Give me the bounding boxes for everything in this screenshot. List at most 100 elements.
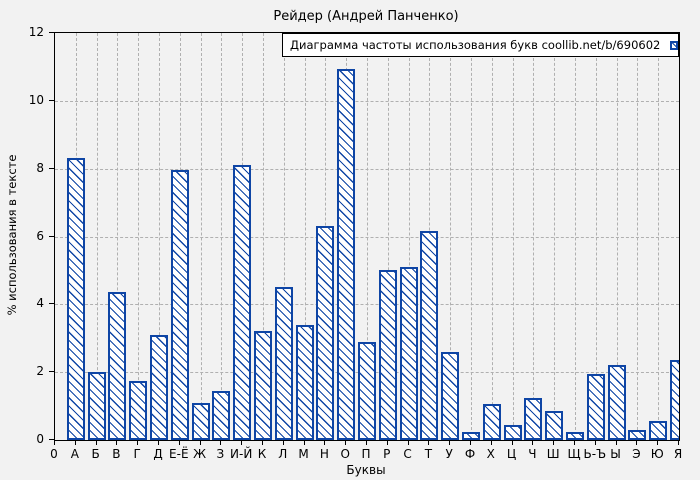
x-tick-mark-Г xyxy=(137,440,139,445)
x-tick-label-Ю: Ю xyxy=(650,447,664,461)
v-gridline-Д xyxy=(159,33,160,440)
x-tick-label-Я: Я xyxy=(673,447,683,461)
x-tick-label-Б: Б xyxy=(91,447,100,461)
v-gridline-Х xyxy=(491,33,493,440)
x-tick-mark-И-Й xyxy=(241,440,243,445)
x-tick-mark-П xyxy=(366,440,367,445)
x-tick-mark-Х xyxy=(490,440,492,445)
x-tick-label-Ц: Ц xyxy=(506,447,517,461)
x-tick-mark-Е-Ё xyxy=(178,440,180,445)
bar-Я xyxy=(670,360,679,440)
bar-Г xyxy=(129,381,148,440)
bar-Э xyxy=(628,430,647,440)
bar-Ы xyxy=(607,365,626,440)
x-tick-label-Т: Т xyxy=(424,447,433,461)
x-tick-label-Ч: Ч xyxy=(528,447,537,461)
y-tick-label-6: 6 xyxy=(36,228,44,243)
x-tick-mark-Ф xyxy=(470,440,471,445)
x-tick-mark-Ш xyxy=(553,440,555,445)
x-tick-mark-Р xyxy=(386,440,388,445)
x-tick-label-И-Й: И-Й xyxy=(230,447,253,461)
y-tick-label-10: 10 xyxy=(28,92,44,107)
x-tick-mark-Ц xyxy=(511,440,513,445)
x-tick-label-Х: Х xyxy=(486,447,495,461)
chart-title: Рейдер (Андрей Панченко) xyxy=(273,9,459,24)
y-tick-mark-6 xyxy=(49,235,54,237)
x-tick-label-Ф: Ф xyxy=(464,447,476,461)
v-gridline-Л xyxy=(283,33,285,440)
v-gridline-Ф xyxy=(471,33,472,440)
v-gridline-Г xyxy=(138,33,140,440)
y-tick-label-4: 4 xyxy=(36,296,44,311)
x-tick-mark-А xyxy=(74,440,76,445)
x-axis-title: Буквы xyxy=(346,463,386,477)
x-tick-mark-К xyxy=(262,440,263,445)
x-tick-label-Е-Ё: Е-Ё xyxy=(169,447,189,461)
bar-А xyxy=(66,158,85,440)
v-gridline-Э xyxy=(637,33,639,440)
x-tick-mark-О xyxy=(345,440,347,445)
v-gridline-Ь-Ъ xyxy=(595,33,597,440)
x-tick-label-Ш: Ш xyxy=(546,447,560,461)
bar-С xyxy=(399,267,418,440)
bar-Ь-Ъ xyxy=(586,374,605,440)
x-tick-mark-Ю xyxy=(657,440,659,445)
v-gridline-У xyxy=(450,33,452,440)
bar-К xyxy=(254,331,272,440)
x-tick-label-А: А xyxy=(70,447,79,461)
y-tick-label-8: 8 xyxy=(36,160,44,175)
x-tick-mark-У xyxy=(449,440,451,445)
bar-Р xyxy=(378,270,397,440)
x-tick-label-С: С xyxy=(403,447,412,461)
bar-Д xyxy=(150,335,168,440)
x-tick-label-О: О xyxy=(340,447,350,461)
v-gridline-Ч xyxy=(533,33,535,440)
v-gridline-Щ xyxy=(575,33,576,440)
x-tick-label-Ь-Ъ: Ь-Ъ xyxy=(583,447,607,461)
x-tick-mark-С xyxy=(407,440,409,445)
bar-И-Й xyxy=(233,165,252,440)
y-tick-label-12: 12 xyxy=(28,25,44,39)
bar-Х xyxy=(482,404,501,440)
bar-Ф xyxy=(462,432,480,440)
x-tick-mark-Л xyxy=(282,440,284,445)
v-gridline-Ж xyxy=(200,33,202,440)
y-tick-mark-4 xyxy=(49,303,54,305)
x-tick-label-0: 0 xyxy=(50,447,58,461)
v-gridline-Ы xyxy=(616,33,618,440)
legend: Диаграмма частоты использования букв coo… xyxy=(282,33,679,57)
bar-Ц xyxy=(503,425,522,440)
x-tick-label-Ж: Ж xyxy=(193,447,207,461)
x-tick-label-Г: Г xyxy=(133,447,141,461)
x-tick-mark-В xyxy=(116,440,118,445)
x-tick-mark-М xyxy=(303,440,305,445)
bar-О xyxy=(337,69,356,440)
x-tick-label-Ы: Ы xyxy=(610,447,621,461)
v-gridline-Ю xyxy=(658,33,660,440)
bar-Т xyxy=(420,231,439,440)
bar-В xyxy=(108,292,127,440)
x-tick-mark-Б xyxy=(95,440,97,445)
bar-Л xyxy=(274,287,293,440)
y-tick-label-2: 2 xyxy=(36,364,44,379)
y-tick-mark-10 xyxy=(49,99,54,101)
v-gridline-З xyxy=(221,33,223,440)
bar-З xyxy=(212,391,231,440)
x-tick-mark-Э xyxy=(636,440,638,445)
x-tick-label-П: П xyxy=(361,447,371,461)
v-gridline-С xyxy=(408,33,410,440)
x-tick-mark-0 xyxy=(54,440,55,445)
y-tick-label-0: 0 xyxy=(36,432,44,446)
v-gridline-Ш xyxy=(554,33,556,440)
bar-П xyxy=(358,342,376,440)
y-tick-mark-8 xyxy=(49,167,54,169)
v-gridline-Р xyxy=(387,33,389,440)
bar-Н xyxy=(316,226,335,440)
plot-area: Диаграмма частоты использования букв coo… xyxy=(54,32,680,441)
x-tick-mark-Ь-Ъ xyxy=(594,440,596,445)
y-tick-mark-2 xyxy=(49,371,54,373)
x-tick-mark-Д xyxy=(158,440,159,445)
v-gridline-П xyxy=(367,33,368,440)
bar-Б xyxy=(87,372,106,440)
